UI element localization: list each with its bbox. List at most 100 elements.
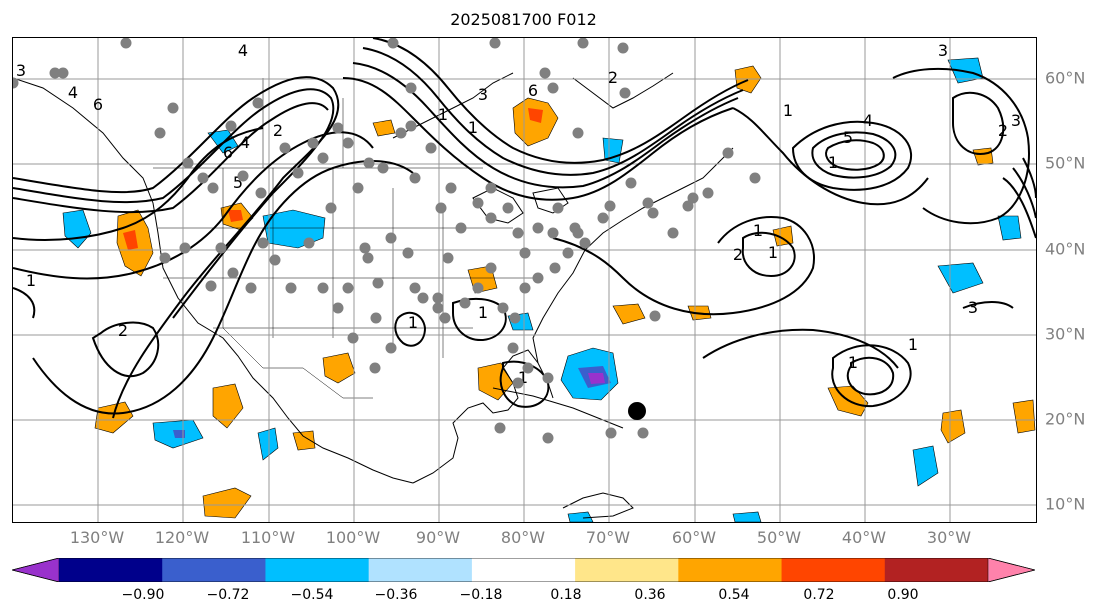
warm-anomaly	[123, 230, 138, 250]
lat-label-30n: 30°N	[1045, 324, 1086, 344]
station-marker	[442, 252, 454, 264]
lat-label-40n: 40°N	[1045, 239, 1086, 259]
station-marker	[532, 222, 544, 234]
station-marker	[395, 127, 407, 139]
station-marker	[439, 312, 451, 324]
warm-anomaly	[212, 383, 244, 429]
colorbar-tick-label: −0.36	[374, 587, 418, 603]
station-marker	[445, 182, 457, 194]
contour-label: 1	[408, 313, 418, 332]
station-marker	[702, 187, 714, 199]
colorbar-segment	[368, 558, 473, 582]
lat-label-60n: 60°N	[1045, 68, 1086, 88]
station-marker	[369, 362, 381, 374]
contour-line	[452, 297, 507, 342]
warm-anomaly	[972, 147, 994, 166]
contour-line	[552, 216, 815, 316]
station-marker	[332, 302, 344, 314]
contour-label: 1	[438, 105, 448, 124]
station-marker	[285, 282, 297, 294]
lon-label-110w: 110°W	[240, 528, 296, 547]
station-marker	[303, 237, 315, 249]
station-marker	[432, 302, 444, 314]
colorbar-segment	[781, 558, 886, 582]
station-marker	[57, 67, 69, 79]
station-marker	[637, 427, 649, 439]
station-marker	[347, 332, 359, 344]
station-marker	[197, 172, 209, 184]
station-marker	[225, 120, 237, 132]
station-marker	[425, 142, 437, 154]
station-marker	[512, 227, 524, 239]
contour-label: 4	[68, 83, 78, 102]
station-marker	[417, 292, 429, 304]
contour-line	[352, 62, 739, 189]
warm-anomaly	[372, 119, 396, 137]
contour-line	[13, 127, 264, 241]
warm-anomaly	[528, 108, 543, 123]
contour-line	[825, 139, 885, 171]
cool-anomaly	[567, 511, 594, 522]
station-marker	[215, 242, 227, 254]
warm-anomaly	[1012, 399, 1036, 434]
station-marker	[154, 127, 166, 139]
contour-label: 5	[233, 173, 243, 192]
contour-label: 2	[998, 121, 1008, 140]
station-marker	[519, 282, 531, 294]
contour-line	[13, 88, 335, 319]
station-marker	[472, 282, 484, 294]
warm-anomaly	[322, 352, 356, 384]
contour-line	[32, 160, 414, 415]
warm-anomaly	[512, 97, 559, 147]
contour-line	[372, 38, 749, 164]
station-marker	[485, 182, 497, 194]
contour-label: 3	[938, 41, 948, 60]
contour-line	[831, 344, 912, 408]
contour-line	[741, 231, 796, 278]
station-marker	[325, 202, 337, 214]
station-marker	[387, 38, 399, 49]
contour-line	[1002, 177, 1036, 239]
station-marker	[352, 182, 364, 194]
colorbar	[12, 558, 1035, 582]
station-marker	[182, 157, 194, 169]
contour-label: 2	[273, 121, 283, 140]
contour-line	[791, 120, 913, 191]
station-marker	[13, 77, 19, 89]
colorbar-tick-label: 0.90	[887, 587, 919, 603]
station-marker	[372, 277, 384, 289]
station-marker	[207, 182, 219, 194]
lon-label-40w: 40°W	[841, 528, 887, 547]
station-marker	[49, 67, 61, 79]
station-marker	[317, 152, 329, 164]
station-marker	[237, 170, 249, 182]
station-marker	[502, 202, 514, 214]
station-marker	[647, 207, 659, 219]
station-marker	[509, 312, 521, 324]
station-marker	[667, 227, 679, 239]
station-marker	[507, 342, 519, 354]
contour-line	[962, 301, 1014, 309]
station-marker-layer	[13, 38, 761, 444]
station-marker	[227, 267, 239, 279]
station-marker	[649, 310, 661, 322]
colorbar-tick-label: −0.18	[459, 587, 503, 603]
contour-label: 6	[528, 81, 538, 100]
station-marker	[342, 282, 354, 294]
contour-line	[13, 287, 36, 319]
colorbar-segment	[884, 558, 989, 582]
cool-anomaly	[588, 373, 605, 384]
contour-label: 3	[968, 298, 978, 317]
station-marker	[562, 247, 574, 259]
contour-line	[394, 311, 427, 347]
contour-label: 1	[828, 153, 838, 172]
station-marker	[532, 272, 544, 284]
contour-label: 3	[1011, 111, 1021, 130]
lon-label-80w: 80°W	[500, 528, 546, 547]
contour-label: 2	[608, 68, 618, 87]
station-marker	[409, 172, 421, 184]
station-marker	[572, 127, 584, 139]
cool-anomaly	[732, 511, 762, 522]
lon-label-90w: 90°W	[415, 528, 461, 547]
lon-label-30w: 30°W	[926, 528, 972, 547]
